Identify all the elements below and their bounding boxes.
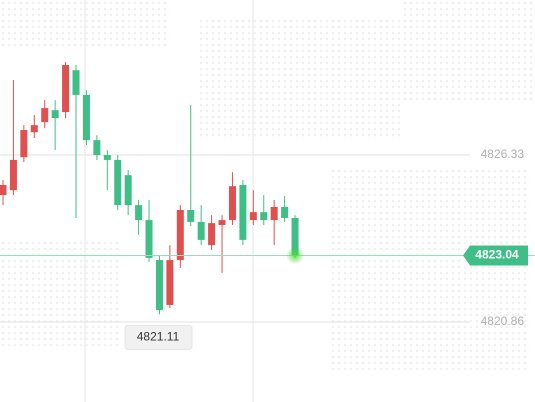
candle-body xyxy=(270,206,278,221)
y-tick-label: 4820.86 xyxy=(481,314,525,328)
y-tick-label: 4826.33 xyxy=(481,147,525,161)
candle-body xyxy=(218,220,226,225)
candle-body xyxy=(82,94,90,141)
candle-body xyxy=(9,159,17,191)
price-tag xyxy=(463,245,528,266)
low-label-box xyxy=(124,324,193,350)
candle-body xyxy=(72,70,80,95)
candle-body xyxy=(30,125,38,133)
last-price-glow xyxy=(286,246,305,265)
candle-body xyxy=(51,110,59,119)
candle-body xyxy=(260,212,268,221)
candle-body xyxy=(187,210,195,222)
candle-body xyxy=(20,130,28,158)
candle-body xyxy=(114,159,122,206)
map-background xyxy=(0,0,535,370)
candle-body xyxy=(208,223,216,246)
candle-body xyxy=(176,210,184,261)
candle-body xyxy=(41,108,49,123)
candle-body xyxy=(228,186,236,221)
price-tag-label: 4823.04 xyxy=(475,248,519,262)
candle-body xyxy=(93,140,101,156)
candle-body xyxy=(0,184,7,196)
low-label: 4821.11 xyxy=(137,330,180,344)
plot-area: 4826.33 4820.86 4823.04 4821.11 xyxy=(0,61,535,350)
candle-body xyxy=(197,221,205,240)
candle-body xyxy=(249,212,257,221)
candle-body xyxy=(62,65,70,113)
candle-body xyxy=(103,155,111,160)
candle-body xyxy=(239,184,247,240)
candle-body xyxy=(145,220,153,258)
candle-body xyxy=(281,206,289,218)
candle-body xyxy=(166,260,174,305)
candle-body xyxy=(124,175,132,206)
candle-body xyxy=(135,205,143,221)
candle-body xyxy=(155,260,163,311)
candle-body xyxy=(291,217,299,256)
